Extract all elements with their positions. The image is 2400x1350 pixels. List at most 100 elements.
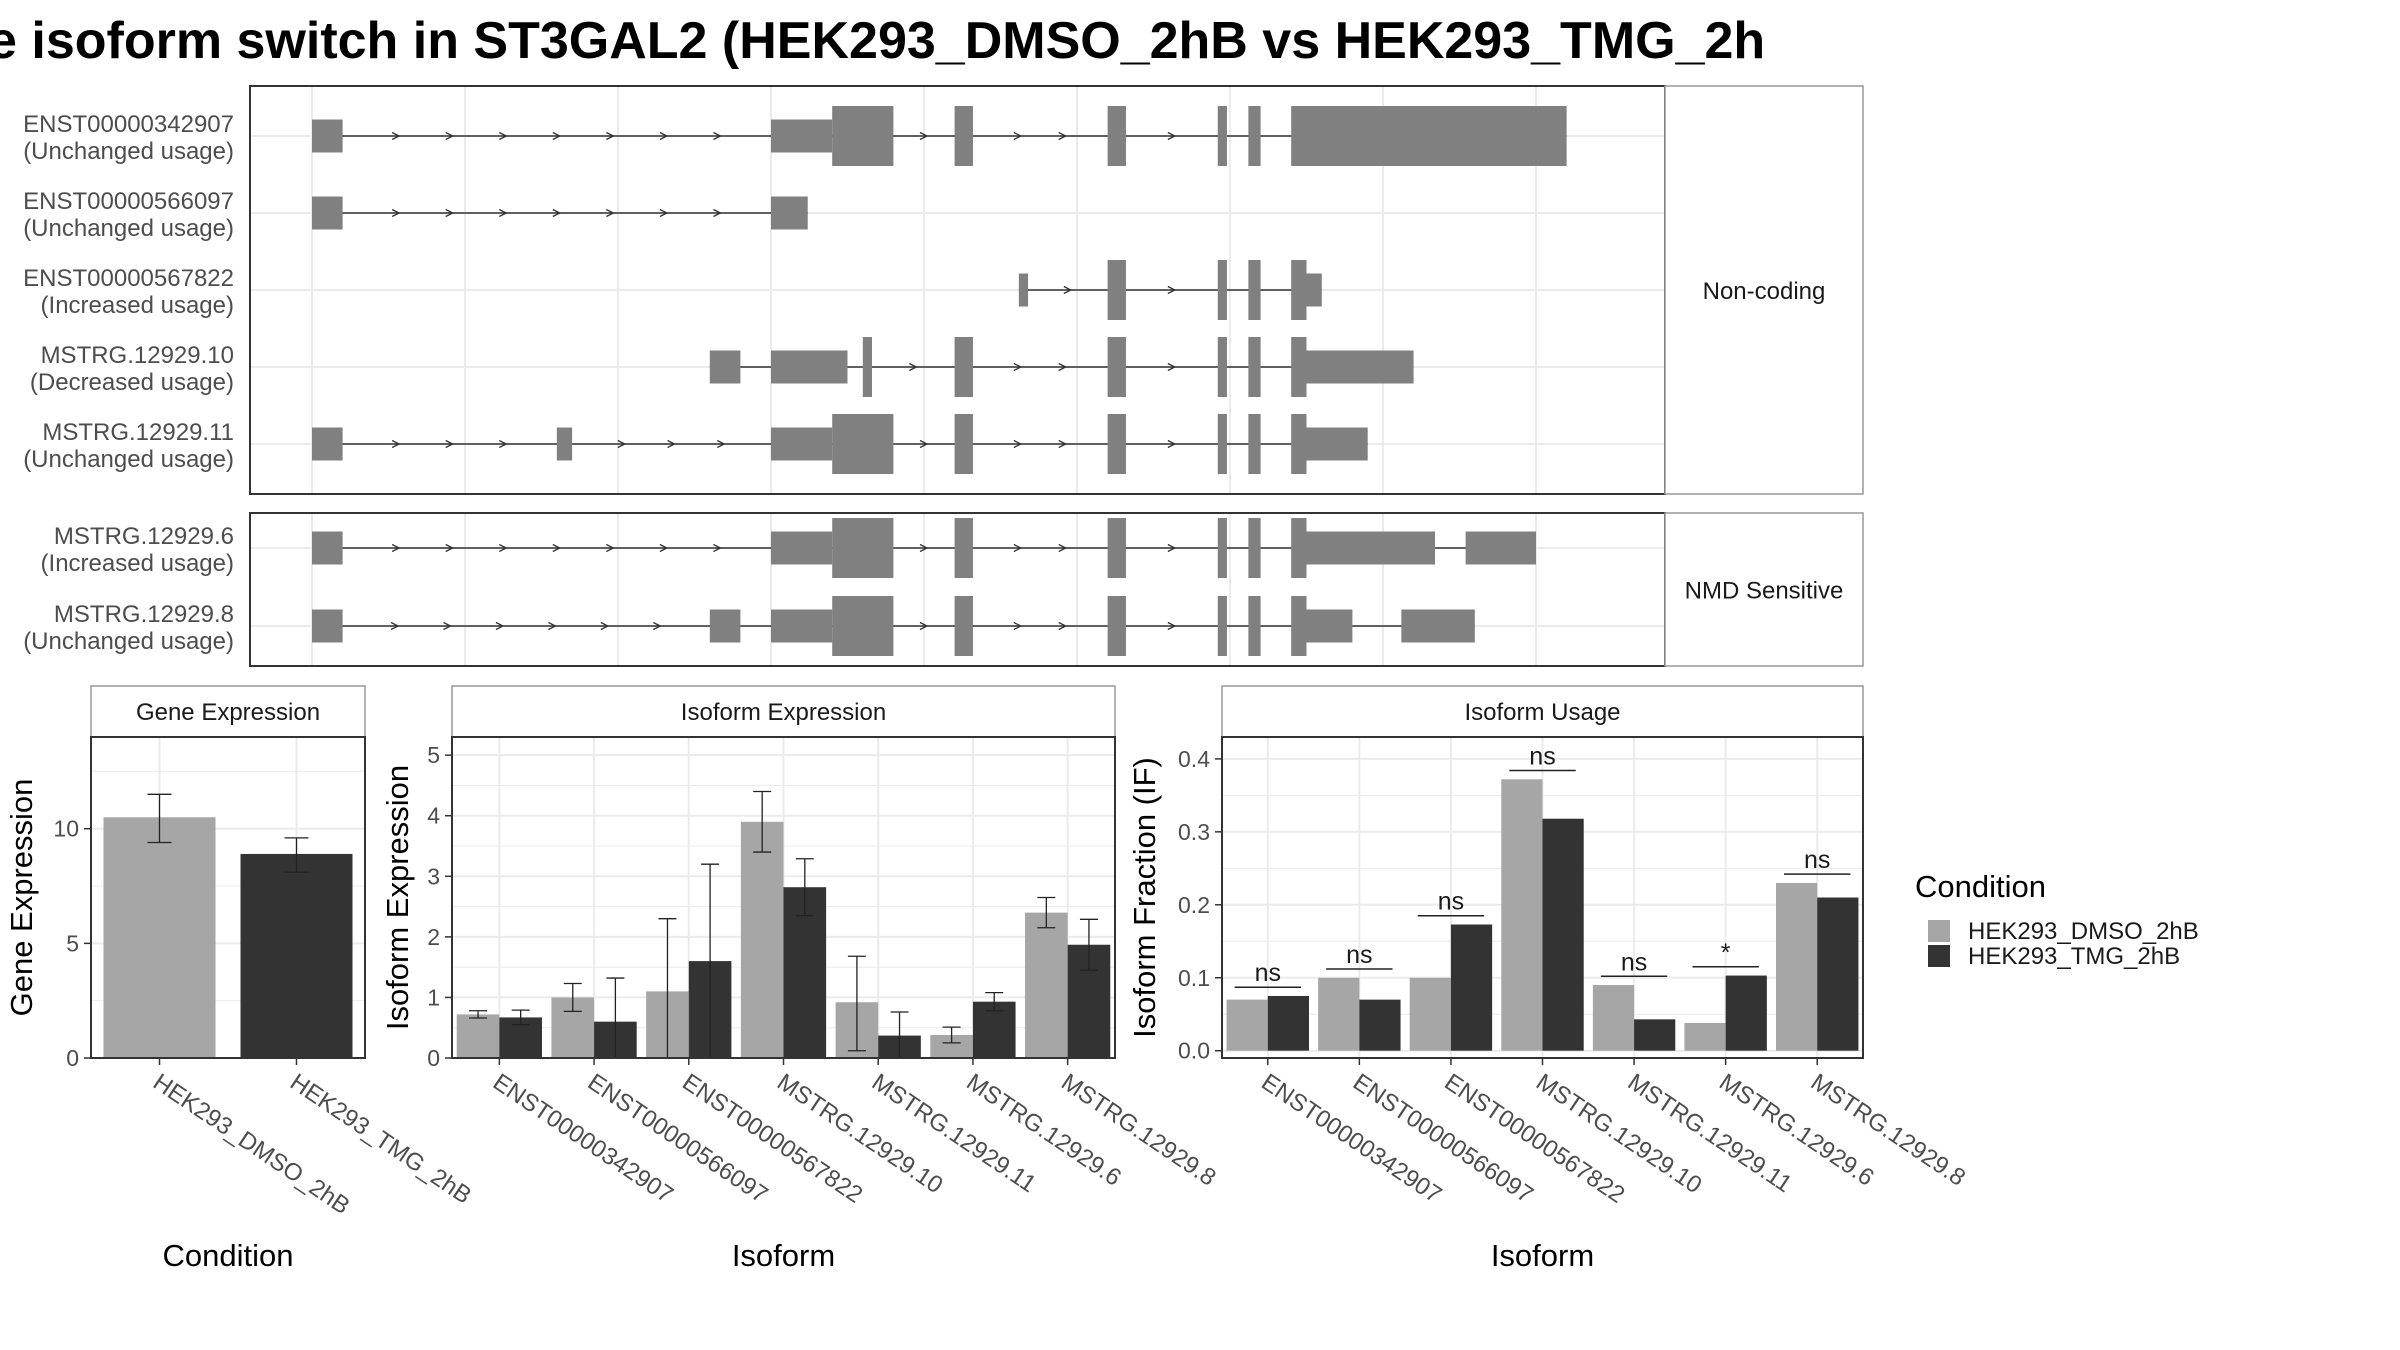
transcript-name-label: MSTRG.12929.10 [41, 342, 234, 369]
significance-label: ns [1804, 846, 1830, 874]
y-tick-label: 5 [427, 742, 440, 768]
exon-block [954, 596, 973, 656]
exon-block [1217, 414, 1227, 474]
y-tick-label: 4 [427, 803, 440, 829]
legend-swatch [1928, 920, 1950, 942]
legend-label: HEK293_DMSO_2hB [1968, 918, 2199, 945]
panel-strip [1221, 685, 1864, 738]
y-tick-label: 0 [66, 1045, 79, 1071]
y-tick-label: 0.3 [1178, 819, 1210, 845]
y-tick-label: 0.0 [1178, 1038, 1210, 1064]
exon-block [1107, 414, 1126, 474]
direction-arrow [1167, 285, 1177, 295]
exon-block [1248, 260, 1261, 320]
panel-border [90, 736, 366, 1059]
exon-block [556, 427, 573, 461]
exon-block [1291, 414, 1307, 474]
exon-block [709, 350, 741, 384]
isoform-usage-panel: Isoform Usage0.00.10.20.30.4nsENST000003… [1127, 685, 1970, 1273]
direction-arrow [1058, 131, 1068, 141]
x-tick-label: MSTRG.12929.8 [1806, 1069, 1970, 1192]
direction-arrow [1058, 439, 1068, 449]
direction-arrow [1167, 621, 1177, 631]
exon-block [312, 531, 343, 565]
x-axis-title: Isoform [732, 1238, 835, 1273]
error-bar [985, 991, 1004, 1012]
error-bar [563, 982, 582, 1013]
exon-block [954, 414, 973, 474]
panel-border [451, 736, 1116, 1059]
exon-block [312, 119, 343, 153]
direction-arrow [1167, 439, 1177, 449]
error-bar [469, 1010, 488, 1019]
bar [1267, 995, 1309, 1051]
transcript-usage-label: (Unchanged usage) [23, 138, 234, 165]
exon-block [1465, 531, 1536, 565]
direction-arrow [1013, 439, 1023, 449]
exon-block [312, 427, 343, 461]
exon-block [771, 427, 833, 461]
exon-block [862, 337, 872, 397]
exon-block [312, 196, 343, 230]
facet-strip [1664, 512, 1864, 667]
exon-block [1291, 596, 1307, 656]
exon-block [1107, 260, 1126, 320]
exon-block [1306, 106, 1567, 166]
exon-block [1217, 596, 1227, 656]
exon-block [1291, 106, 1307, 166]
x-axis-title: Condition [163, 1238, 294, 1273]
error-bar [942, 1026, 961, 1044]
legend-title: Condition [1915, 869, 2046, 904]
exon-block [1018, 273, 1029, 307]
direction-arrow [1167, 131, 1177, 141]
facet-strip [1664, 85, 1864, 495]
exon-block [1306, 427, 1368, 461]
exon-block [771, 119, 833, 153]
exon-block [1217, 518, 1227, 578]
exon-block [1248, 596, 1261, 656]
exon-block [771, 350, 848, 384]
direction-arrow [1167, 362, 1177, 372]
bar [930, 1034, 973, 1058]
significance-label: ns [1621, 948, 1647, 976]
bar [1776, 882, 1818, 1051]
direction-arrow [667, 439, 677, 449]
exon-block [832, 106, 894, 166]
direction-arrow [1063, 285, 1073, 295]
exon-block [1306, 350, 1414, 384]
exon-block [1306, 273, 1322, 307]
exon-block [1217, 260, 1227, 320]
x-tick-label: MSTRG.12929.11 [1623, 1069, 1797, 1199]
direction-arrow [498, 131, 508, 141]
bar [1542, 818, 1584, 1051]
direction-arrow [716, 439, 726, 449]
significance-label: ns [1529, 743, 1555, 771]
direction-arrow [391, 131, 401, 141]
exon-block [1248, 518, 1261, 578]
bar [1025, 912, 1068, 1058]
panel-border [1221, 736, 1864, 1059]
exon-block [1107, 106, 1126, 166]
bar [1409, 977, 1451, 1051]
direction-arrow [713, 131, 722, 141]
direction-arrow [498, 208, 508, 218]
y-tick-label: 0.4 [1178, 746, 1210, 772]
direction-arrow [443, 621, 452, 631]
x-tick-label: MSTRG.12929.6 [1714, 1069, 1878, 1192]
error-bar [511, 1009, 530, 1026]
direction-arrow [445, 439, 455, 449]
transcript-name-label: ENST00000566097 [23, 188, 234, 215]
error-bar [753, 790, 772, 853]
y-tick-label: 0.1 [1178, 965, 1210, 991]
isoform-expression-panel: Isoform Expression012345ENST00000342907E… [380, 685, 1221, 1273]
panel-title: Isoform Expression [681, 699, 886, 726]
figure-title: e isoform switch in ST3GAL2 (HEK293_DMSO… [0, 12, 1765, 70]
direction-arrow [600, 621, 610, 631]
direction-arrow [606, 543, 615, 553]
panel-title: Gene Expression [136, 699, 320, 726]
exon-block [771, 531, 833, 565]
exon-block [1107, 337, 1126, 397]
direction-arrow [552, 131, 562, 141]
direction-arrow [1058, 362, 1068, 372]
